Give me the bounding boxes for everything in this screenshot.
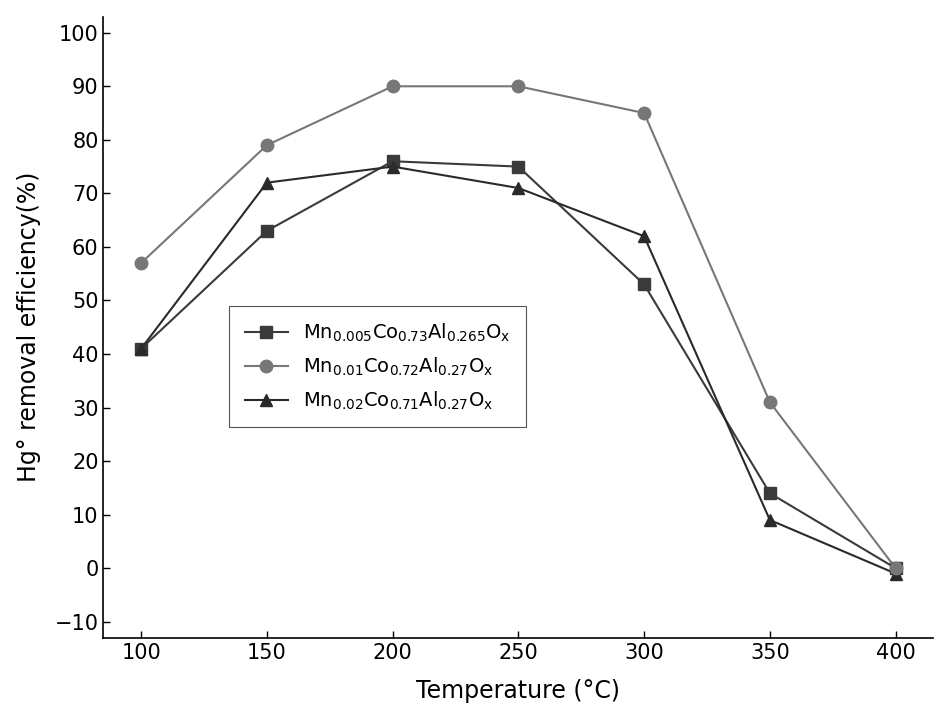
$\rm Mn_{0.01}Co_{0.72}Al_{0.27}O_x$: [890, 564, 902, 572]
$\rm Mn_{0.02}Co_{0.71}Al_{0.27}O_x$: [513, 184, 524, 192]
$\rm Mn_{0.005}Co_{0.73}Al_{0.265}O_x$: [136, 344, 147, 353]
$\rm Mn_{0.005}Co_{0.73}Al_{0.265}O_x$: [513, 162, 524, 171]
$\rm Mn_{0.01}Co_{0.72}Al_{0.27}O_x$: [513, 82, 524, 91]
$\rm Mn_{0.005}Co_{0.73}Al_{0.265}O_x$: [261, 227, 273, 235]
$\rm Mn_{0.02}Co_{0.71}Al_{0.27}O_x$: [764, 516, 775, 524]
X-axis label: Temperature (°C): Temperature (°C): [416, 680, 620, 703]
$\rm Mn_{0.02}Co_{0.71}Al_{0.27}O_x$: [136, 344, 147, 353]
$\rm Mn_{0.01}Co_{0.72}Al_{0.27}O_x$: [764, 398, 775, 407]
$\rm Mn_{0.02}Co_{0.71}Al_{0.27}O_x$: [890, 570, 902, 578]
$\rm Mn_{0.02}Co_{0.71}Al_{0.27}O_x$: [387, 162, 398, 171]
$\rm Mn_{0.005}Co_{0.73}Al_{0.265}O_x$: [387, 157, 398, 166]
Line: $\rm Mn_{0.005}Co_{0.73}Al_{0.265}O_x$: $\rm Mn_{0.005}Co_{0.73}Al_{0.265}O_x$: [135, 155, 902, 575]
$\rm Mn_{0.01}Co_{0.72}Al_{0.27}O_x$: [387, 82, 398, 91]
Legend: $\rm Mn_{0.005}Co_{0.73}Al_{0.265}O_x$, $\rm Mn_{0.01}Co_{0.72}Al_{0.27}O_x$, $\: $\rm Mn_{0.005}Co_{0.73}Al_{0.265}O_x$, …: [229, 306, 526, 427]
$\rm Mn_{0.01}Co_{0.72}Al_{0.27}O_x$: [261, 141, 273, 150]
$\rm Mn_{0.02}Co_{0.71}Al_{0.27}O_x$: [261, 179, 273, 187]
$\rm Mn_{0.01}Co_{0.72}Al_{0.27}O_x$: [136, 258, 147, 267]
$\rm Mn_{0.02}Co_{0.71}Al_{0.27}O_x$: [638, 232, 650, 240]
$\rm Mn_{0.005}Co_{0.73}Al_{0.265}O_x$: [638, 280, 650, 289]
$\rm Mn_{0.005}Co_{0.73}Al_{0.265}O_x$: [764, 489, 775, 498]
$\rm Mn_{0.01}Co_{0.72}Al_{0.27}O_x$: [638, 109, 650, 117]
Line: $\rm Mn_{0.02}Co_{0.71}Al_{0.27}O_x$: $\rm Mn_{0.02}Co_{0.71}Al_{0.27}O_x$: [135, 161, 902, 580]
$\rm Mn_{0.005}Co_{0.73}Al_{0.265}O_x$: [890, 564, 902, 572]
Y-axis label: Hg° removal efficiency(%): Hg° removal efficiency(%): [17, 172, 41, 482]
Line: $\rm Mn_{0.01}Co_{0.72}Al_{0.27}O_x$: $\rm Mn_{0.01}Co_{0.72}Al_{0.27}O_x$: [135, 80, 902, 575]
